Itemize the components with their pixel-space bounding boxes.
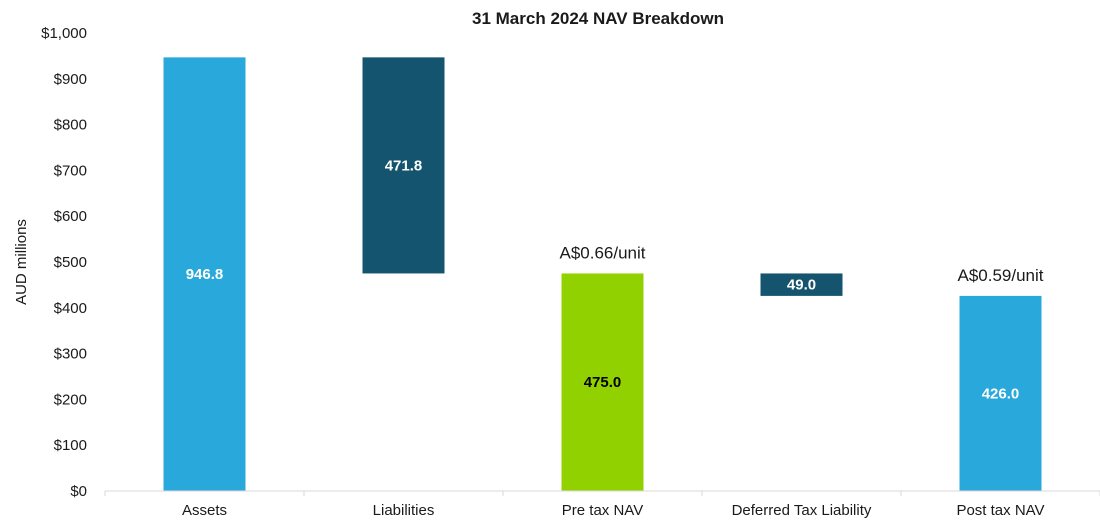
bar-value-label: 471.8 — [385, 157, 423, 174]
bar-liabilities — [362, 57, 445, 274]
bar-pre-tax-nav — [561, 273, 644, 491]
x-category-label: Deferred Tax Liability — [732, 502, 872, 519]
chart-title: 31 March 2024 NAV Breakdown — [472, 9, 724, 28]
y-tick-label: $0 — [70, 483, 87, 500]
x-category-label: Pre tax NAV — [562, 502, 643, 519]
bar-post-tax-nav — [959, 295, 1042, 491]
x-category-label: Post tax NAV — [956, 502, 1044, 519]
y-tick-label: $800 — [54, 117, 87, 134]
bar-assets — [163, 57, 246, 491]
y-axis-label: AUD millions — [13, 219, 30, 305]
per-unit-annotation: A$0.59/unit — [957, 266, 1043, 285]
y-tick-label: $1,000 — [41, 25, 87, 42]
y-tick-label: $700 — [54, 162, 87, 179]
bar-value-label: 475.0 — [584, 374, 622, 391]
x-category-label: Assets — [182, 502, 227, 519]
y-tick-label: $100 — [54, 437, 87, 454]
y-tick-label: $600 — [54, 208, 87, 225]
bar-value-label: 49.0 — [787, 277, 816, 294]
bars — [163, 57, 1042, 491]
x-axis-category-labels: Assets Liabilities Pre tax NAV Deferred Tax… — [182, 502, 1045, 519]
bar-deferred-tax-liability — [760, 273, 843, 296]
y-axis-ticks: $0 $100 $200 $300 $400 $500 $600 $700 $800 $900 $1… — [41, 25, 87, 500]
y-tick-label: $900 — [54, 71, 87, 88]
bar-value-label: 946.8 — [186, 266, 224, 283]
y-tick-label: $200 — [54, 391, 87, 408]
y-tick-label: $300 — [54, 346, 87, 363]
per-unit-annotations: A$0.66/unit A$0.59/unit — [559, 243, 1043, 284]
y-tick-label: $500 — [54, 254, 87, 271]
x-category-label: Liabilities — [373, 502, 435, 519]
bar-value-label: 426.0 — [982, 385, 1020, 402]
y-tick-label: $400 — [54, 300, 87, 317]
per-unit-annotation: A$0.66/unit — [559, 243, 645, 262]
x-axis-tick-marks — [104, 491, 1100, 496]
bar-value-labels: 946.8 471.8 475.0 49.0 426.0 — [186, 157, 1020, 402]
